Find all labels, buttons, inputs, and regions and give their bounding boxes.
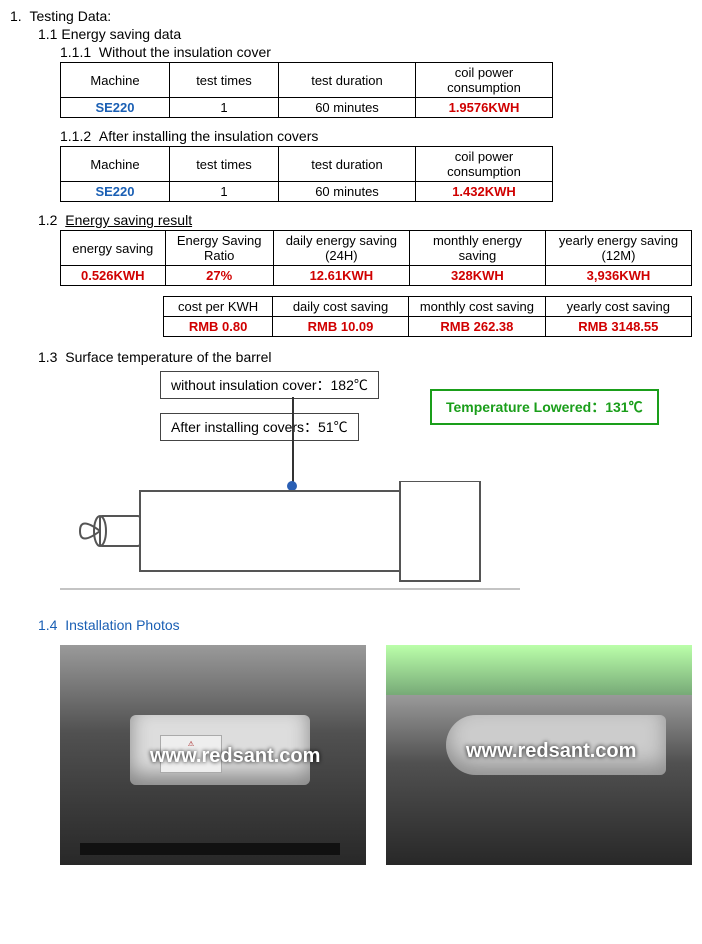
section-1-2-title: Energy saving result xyxy=(65,212,192,228)
section-1-1-num: 1.1 xyxy=(38,26,57,42)
section-1-4-heading: 1.4 Installation Photos xyxy=(10,617,692,633)
photo-2: www.redsant.com xyxy=(386,645,692,865)
label-after-cover: After installing covers：51℃ xyxy=(160,413,359,441)
col-monthly-cost: monthly cost saving xyxy=(409,297,545,317)
section-1-1-1-title: Without the insulation cover xyxy=(99,44,271,60)
section-1-2-heading: 1.2 Energy saving result xyxy=(10,212,692,228)
section-1-1-2-heading: 1.1.2 After installing the insulation co… xyxy=(10,128,692,144)
table-row: SE220 1 60 minutes 1.9576KWH xyxy=(61,98,553,118)
section-1-4-num: 1.4 xyxy=(38,617,57,633)
section-1-4-title: Installation Photos xyxy=(65,617,179,633)
installation-photos: ⚠ www.redsant.com www.redsant.com xyxy=(60,645,692,865)
cell-machine: SE220 xyxy=(61,98,170,118)
col-yearly-cost: yearly cost saving xyxy=(545,297,691,317)
section-1-1-title: Energy saving data xyxy=(61,26,181,42)
cell-ratio: 27% xyxy=(165,266,273,286)
watermark: www.redsant.com xyxy=(150,745,320,768)
table-row: Machine test times test duration coil po… xyxy=(61,147,553,182)
section-1-3-num: 1.3 xyxy=(38,349,57,365)
col-coil-power: coil power consumption xyxy=(416,147,553,182)
col-machine: Machine xyxy=(61,63,170,98)
table-row: 0.526KWH 27% 12.61KWH 328KWH 3,936KWH xyxy=(61,266,692,286)
cell-daily-cost: RMB 10.09 xyxy=(272,317,408,337)
cell-times: 1 xyxy=(170,182,279,202)
col-test-duration: test duration xyxy=(279,147,416,182)
section-1-2-num: 1.2 xyxy=(38,212,57,228)
table-after-cover: Machine test times test duration coil po… xyxy=(60,146,553,202)
cell-duration: 60 minutes xyxy=(279,98,416,118)
cell-machine: SE220 xyxy=(61,182,170,202)
cell-monthly: 328KWH xyxy=(409,266,545,286)
cell-saving: 0.526KWH xyxy=(61,266,166,286)
cell-power: 1.9576KWH xyxy=(416,98,553,118)
col-test-duration: test duration xyxy=(279,63,416,98)
section-1-1-2-title: After installing the insulation covers xyxy=(99,128,318,144)
barrel-icon xyxy=(60,481,520,591)
col-monthly: monthly energy saving xyxy=(409,231,545,266)
pointer-line-icon xyxy=(292,397,294,487)
photo-ceiling-icon xyxy=(386,645,692,695)
col-coil-power: coil power consumption xyxy=(416,63,553,98)
cell-daily: 12.61KWH xyxy=(273,266,409,286)
cell-monthly-cost: RMB 262.38 xyxy=(409,317,545,337)
table-cost-saving: cost per KWH daily cost saving monthly c… xyxy=(60,296,692,337)
col-daily: daily energy saving (24H) xyxy=(273,231,409,266)
col-test-times: test times xyxy=(170,147,279,182)
table-row: energy saving Energy Saving Ratio daily … xyxy=(61,231,692,266)
section-1-1-1-num: 1.1.1 xyxy=(60,44,91,60)
col-cost-per: cost per KWH xyxy=(164,297,273,317)
cell-yearly-cost: RMB 3148.55 xyxy=(545,317,691,337)
watermark: www.redsant.com xyxy=(466,740,636,763)
label-temp-lowered: Temperature Lowered：131℃ xyxy=(430,389,659,425)
cell-duration: 60 minutes xyxy=(279,182,416,202)
table-row: RMB 0.80 RMB 10.09 RMB 262.38 RMB 3148.5… xyxy=(60,317,692,337)
col-ratio: Energy Saving Ratio xyxy=(165,231,273,266)
cell-blank xyxy=(60,317,164,337)
cell-power: 1.432KWH xyxy=(416,182,553,202)
table-row: SE220 1 60 minutes 1.432KWH xyxy=(61,182,553,202)
label-without-cover: without insulation cover：182℃ xyxy=(160,371,379,399)
cell-cost-per: RMB 0.80 xyxy=(164,317,273,337)
photo-1: ⚠ www.redsant.com xyxy=(60,645,366,865)
col-daily-cost: daily cost saving xyxy=(272,297,408,317)
section-1-heading: 1. Testing Data: xyxy=(10,8,692,24)
section-1-1-2-num: 1.1.2 xyxy=(60,128,91,144)
pipe-icon xyxy=(80,843,340,855)
section-1-1-heading: 1.1 Energy saving data xyxy=(10,26,692,42)
section-1-title: Testing Data: xyxy=(29,8,111,24)
col-yearly: yearly energy saving (12M) xyxy=(545,231,691,266)
cell-yearly: 3,936KWH xyxy=(545,266,691,286)
cell-times: 1 xyxy=(170,98,279,118)
col-blank xyxy=(60,297,164,317)
table-without-cover: Machine test times test duration coil po… xyxy=(60,62,553,118)
col-energy-saving: energy saving xyxy=(61,231,166,266)
section-1-num: 1. xyxy=(10,8,22,24)
col-test-times: test times xyxy=(170,63,279,98)
table-row: cost per KWH daily cost saving monthly c… xyxy=(60,297,692,317)
table-energy-saving-result: energy saving Energy Saving Ratio daily … xyxy=(60,230,692,286)
section-1-3-title: Surface temperature of the barrel xyxy=(65,349,271,365)
col-machine: Machine xyxy=(61,147,170,182)
section-1-3-heading: 1.3 Surface temperature of the barrel xyxy=(10,349,692,365)
barrel-diagram: without insulation cover：182℃ After inst… xyxy=(60,371,700,601)
table-row: Machine test times test duration coil po… xyxy=(61,63,553,98)
section-1-1-1-heading: 1.1.1 Without the insulation cover xyxy=(10,44,692,60)
